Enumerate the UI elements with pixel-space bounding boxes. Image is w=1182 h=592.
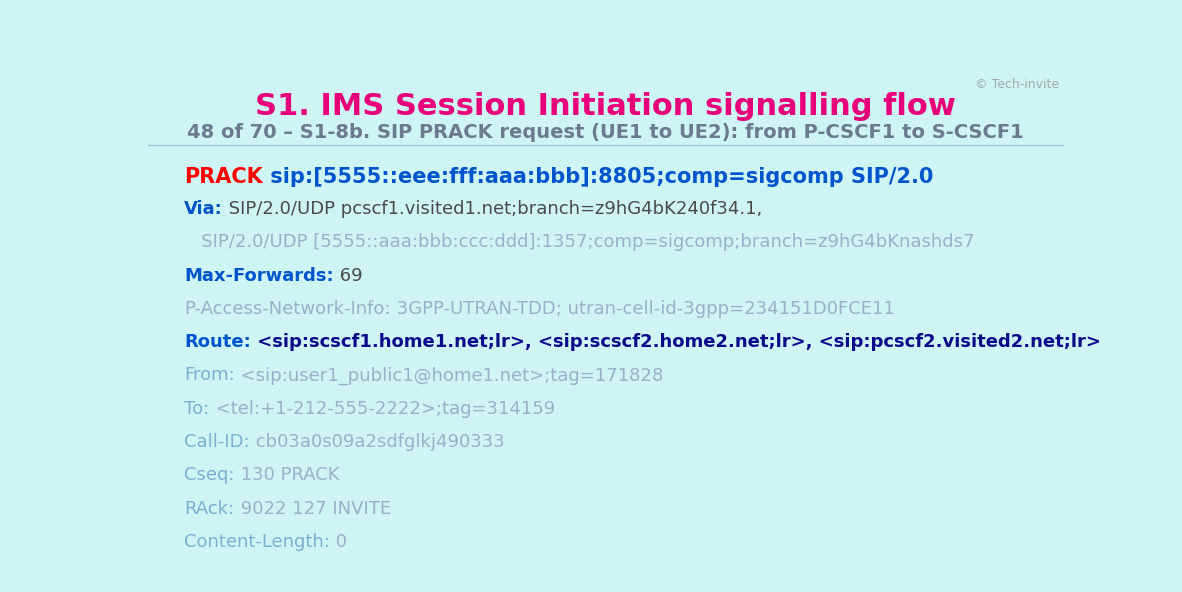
Text: <sip:scscf1.home1.net;lr>, <sip:scscf2.home2.net;lr>, <sip:pcscf2.visited2.net;l: <sip:scscf1.home1.net;lr>, <sip:scscf2.h… xyxy=(251,333,1100,351)
Text: P-Access-Network-Info:: P-Access-Network-Info: xyxy=(184,300,391,318)
Text: Route:: Route: xyxy=(184,333,251,351)
Text: cb03a0s09a2sdfglkj490333: cb03a0s09a2sdfglkj490333 xyxy=(251,433,505,451)
Text: sip:[5555::eee:fff:aaa:bbb]:8805;comp=sigcomp SIP/2.0: sip:[5555::eee:fff:aaa:bbb]:8805;comp=si… xyxy=(264,167,934,186)
Text: 69: 69 xyxy=(335,266,363,285)
Text: 48 of 70 – S1-8b. SIP PRACK request (UE1 to UE2): from P-CSCF1 to S-CSCF1: 48 of 70 – S1-8b. SIP PRACK request (UE1… xyxy=(188,124,1024,143)
Text: 130 PRACK: 130 PRACK xyxy=(235,466,339,484)
Text: S1. IMS Session Initiation signalling flow: S1. IMS Session Initiation signalling fl… xyxy=(255,92,956,121)
Text: 9022 127 INVITE: 9022 127 INVITE xyxy=(234,500,390,517)
Text: Call-ID:: Call-ID: xyxy=(184,433,251,451)
Text: RAck:: RAck: xyxy=(184,500,234,517)
Text: © Tech-invite: © Tech-invite xyxy=(975,78,1059,91)
Text: 3GPP-UTRAN-TDD; utran-cell-id-3gpp=234151D0FCE11: 3GPP-UTRAN-TDD; utran-cell-id-3gpp=23415… xyxy=(391,300,895,318)
Text: PRACK: PRACK xyxy=(184,167,264,186)
Text: Max-Forwards:: Max-Forwards: xyxy=(184,266,335,285)
Text: Content-Length:: Content-Length: xyxy=(184,533,330,551)
Text: <sip:user1_public1@home1.net>;tag=171828: <sip:user1_public1@home1.net>;tag=171828 xyxy=(235,366,663,385)
Text: Via:: Via: xyxy=(184,200,223,218)
Text: From:: From: xyxy=(184,366,235,384)
Text: SIP/2.0/UDP pcscf1.visited1.net;branch=z9hG4bK240f34.1,: SIP/2.0/UDP pcscf1.visited1.net;branch=z… xyxy=(223,200,762,218)
Text: <tel:+1-212-555-2222>;tag=314159: <tel:+1-212-555-2222>;tag=314159 xyxy=(209,400,554,418)
Text: To:: To: xyxy=(184,400,209,418)
Text: Cseq:: Cseq: xyxy=(184,466,235,484)
Text: SIP/2.0/UDP [5555::aaa:bbb:ccc:ddd]:1357;comp=sigcomp;branch=z9hG4bKnashds7: SIP/2.0/UDP [5555::aaa:bbb:ccc:ddd]:1357… xyxy=(184,233,975,252)
Text: 0: 0 xyxy=(330,533,348,551)
